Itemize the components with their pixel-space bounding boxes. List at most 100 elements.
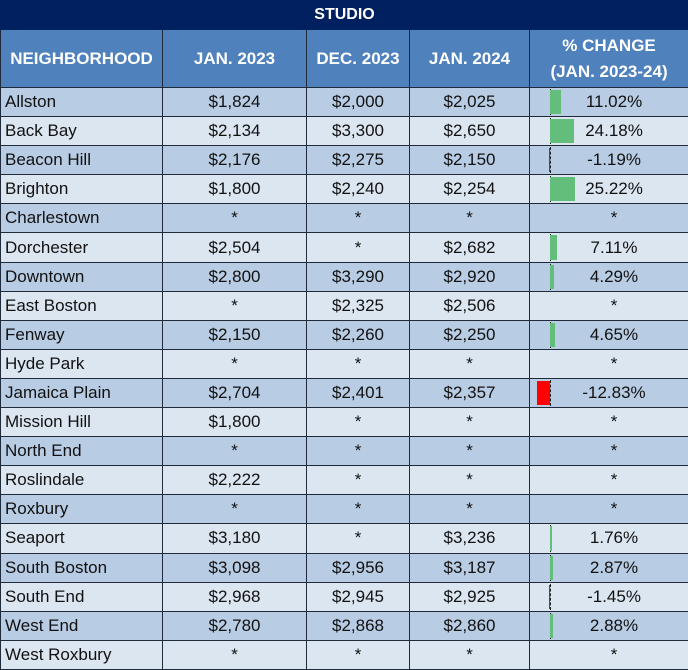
jan-2023-cell: $3,180 [163,524,307,553]
jan-2023-cell: $2,150 [163,320,307,349]
jan-2023-cell: $2,176 [163,146,307,175]
data-bar [550,323,555,347]
pct-change-cell: 11.02% [530,88,688,117]
jan-2023-cell: * [163,495,307,524]
jan-2023-cell: $2,222 [163,466,307,495]
jan-2023-cell: * [163,437,307,466]
data-bar [550,556,553,580]
neighborhood-cell: Brighton [1,175,163,204]
pct-change-cell: 2.88% [530,611,688,640]
pct-change-cell: * [530,349,688,378]
header-jan-2024: JAN. 2024 [410,30,530,88]
dec-2023-cell: * [307,495,410,524]
pct-change-cell: 1.76% [530,524,688,553]
data-bar [550,526,552,550]
pct-change-cell: -1.19% [530,146,688,175]
data-bar [550,235,557,259]
neighborhood-cell: Roslindale [1,466,163,495]
jan-2023-cell: $2,800 [163,262,307,291]
jan-2024-cell: * [410,437,530,466]
pct-change-value: * [611,470,618,489]
header-jan-2023: JAN. 2023 [163,30,307,88]
header-neighborhood: NEIGHBORHOOD [1,30,163,88]
jan-2024-cell: $3,236 [410,524,530,553]
jan-2023-cell: * [163,349,307,378]
dec-2023-cell: * [307,349,410,378]
data-bar [537,381,550,405]
pct-change-value: * [611,412,618,431]
dec-2023-cell: * [307,524,410,553]
neighborhood-cell: Hyde Park [1,349,163,378]
dec-2023-cell: * [307,466,410,495]
data-bar-axis [550,380,551,406]
jan-2024-cell: $2,506 [410,291,530,320]
jan-2024-cell: $2,150 [410,146,530,175]
jan-2023-cell: $3,098 [163,553,307,582]
pct-change-value: 11.02% [586,92,642,111]
pct-change-value: 1.76% [590,528,638,547]
pct-change-cell: 7.11% [530,233,688,262]
pct-change-cell: -12.83% [530,378,688,407]
table-row: North End**** [1,437,688,466]
jan-2023-cell: * [163,291,307,320]
data-bar [550,614,553,638]
jan-2024-cell: $2,025 [410,88,530,117]
table-row: Hyde Park**** [1,349,688,378]
data-bar [550,177,575,201]
table-row: Roxbury**** [1,495,688,524]
neighborhood-cell: Roxbury [1,495,163,524]
pct-change-value: -1.19% [587,150,641,169]
data-bar-axis [550,147,551,173]
neighborhood-cell: Allston [1,88,163,117]
neighborhood-cell: West End [1,611,163,640]
dec-2023-cell: * [307,437,410,466]
pct-change-cell: 4.29% [530,262,688,291]
pct-change-value: 4.65% [590,325,638,344]
dec-2023-cell: $2,401 [307,378,410,407]
neighborhood-cell: Jamaica Plain [1,378,163,407]
dec-2023-cell: * [307,204,410,233]
jan-2023-cell: * [163,640,307,669]
dec-2023-cell: $2,945 [307,582,410,611]
pct-change-value: 7.11% [591,238,638,257]
jan-2023-cell: $1,800 [163,175,307,204]
dec-2023-cell: $2,000 [307,88,410,117]
pct-change-value: 4.29% [590,267,638,286]
jan-2024-cell: $2,860 [410,611,530,640]
pct-change-value: * [611,296,618,315]
pct-change-cell: * [530,495,688,524]
pct-change-cell: * [530,437,688,466]
pct-change-value: 25.22% [585,179,643,198]
jan-2024-cell: $2,254 [410,175,530,204]
pct-change-cell: -1.45% [530,582,688,611]
jan-2024-cell: * [410,495,530,524]
pct-change-cell: * [530,466,688,495]
jan-2024-cell: * [410,408,530,437]
table-title: STUDIO [1,1,688,30]
neighborhood-cell: Back Bay [1,117,163,146]
jan-2023-cell: $1,800 [163,408,307,437]
pct-change-value: -1.45% [587,587,641,606]
data-bar [549,585,550,609]
header-pct-line2: (JAN. 2023-24) [530,59,688,85]
header-pct-change: % CHANGE(JAN. 2023-24) [530,30,688,88]
pct-change-cell: 25.22% [530,175,688,204]
jan-2023-cell: * [163,204,307,233]
table-row: Mission Hill$1,800*** [1,408,688,437]
pct-change-cell: 4.65% [530,320,688,349]
neighborhood-cell: Fenway [1,320,163,349]
table-row: Roslindale$2,222*** [1,466,688,495]
neighborhood-cell: Beacon Hill [1,146,163,175]
jan-2024-cell: $2,682 [410,233,530,262]
jan-2024-cell: * [410,349,530,378]
jan-2023-cell: $2,504 [163,233,307,262]
dec-2023-cell: $2,275 [307,146,410,175]
dec-2023-cell: $2,956 [307,553,410,582]
jan-2024-cell: $2,357 [410,378,530,407]
pct-change-value: 2.88% [590,616,638,635]
data-bar [550,265,554,289]
